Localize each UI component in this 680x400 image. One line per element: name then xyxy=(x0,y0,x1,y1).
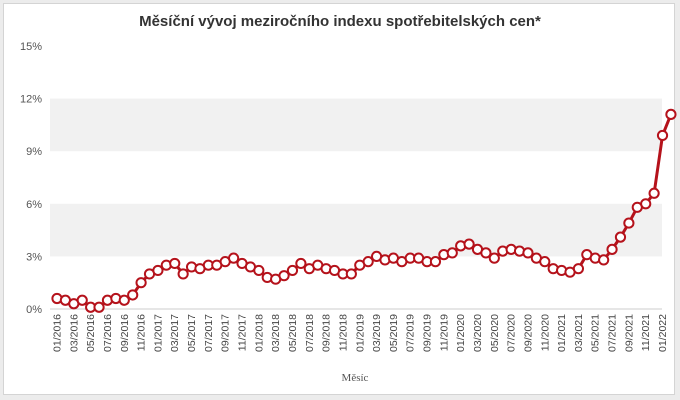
data-point[interactable] xyxy=(522,247,534,259)
x-axis-title: Měsíc xyxy=(342,372,369,384)
y-tick-label: 6% xyxy=(26,199,42,211)
data-point[interactable] xyxy=(539,256,551,268)
chart-bands xyxy=(50,98,662,257)
y-tick-label: 0% xyxy=(26,304,42,316)
data-point[interactable] xyxy=(345,268,357,280)
y-tick-label: 9% xyxy=(26,146,42,158)
data-point[interactable] xyxy=(429,256,442,268)
data-point[interactable] xyxy=(640,198,652,210)
data-point[interactable] xyxy=(127,289,139,301)
x-tick-label: 03/2016 xyxy=(68,314,80,352)
x-tick-label: 05/2020 xyxy=(489,314,501,352)
y-tick-label: 3% xyxy=(26,251,42,263)
data-point[interactable] xyxy=(362,256,374,268)
x-tick-label: 09/2019 xyxy=(422,314,434,352)
data-point[interactable] xyxy=(606,243,618,255)
data-point[interactable] xyxy=(135,277,147,289)
data-point[interactable] xyxy=(228,252,240,264)
x-tick-label: 09/2020 xyxy=(522,314,534,352)
x-tick-label: 01/2021 xyxy=(556,314,568,352)
data-point[interactable] xyxy=(93,301,105,313)
x-axis-labels: 01/2016 03/2016 05/2016 07/2016 09/2016 11/20… xyxy=(52,314,670,352)
chart-title: Měsíční vývoj meziročního indexu spotřeb… xyxy=(139,13,541,30)
data-point[interactable] xyxy=(295,257,307,270)
x-tick-label: 03/2018 xyxy=(270,314,282,352)
data-point[interactable] xyxy=(152,264,164,277)
x-tick-label: 05/2019 xyxy=(388,314,400,352)
x-tick-label: 03/2020 xyxy=(472,314,484,352)
x-tick-label: 05/2018 xyxy=(287,314,299,352)
data-point[interactable] xyxy=(286,264,299,277)
grid-band xyxy=(50,98,662,152)
x-tick-label: 01/2017 xyxy=(152,314,164,352)
x-tick-label: 11/2018 xyxy=(337,314,349,351)
x-tick-label: 03/2017 xyxy=(169,314,181,352)
data-point[interactable] xyxy=(614,231,627,243)
y-tick-label: 15% xyxy=(20,41,42,53)
x-tick-label: 07/2019 xyxy=(405,314,417,352)
data-point[interactable] xyxy=(623,217,635,229)
data-point[interactable] xyxy=(656,129,669,142)
data-point[interactable] xyxy=(76,294,88,306)
data-point[interactable] xyxy=(598,254,610,266)
data-point[interactable] xyxy=(648,187,660,199)
data-point[interactable] xyxy=(446,247,458,259)
x-tick-label: 05/2016 xyxy=(85,314,97,352)
data-point[interactable] xyxy=(278,270,290,282)
data-point[interactable] xyxy=(665,108,677,120)
data-point[interactable] xyxy=(169,257,181,270)
x-tick-label: 11/2017 xyxy=(237,314,249,351)
x-tick-label: 01/2016 xyxy=(52,314,64,352)
x-tick-label: 07/2018 xyxy=(304,314,316,352)
x-tick-label: 01/2019 xyxy=(354,314,366,352)
x-tick-label: 07/2021 xyxy=(607,314,619,352)
y-axis-labels: 0% 3% 6% 9% 12% 15% xyxy=(20,41,42,316)
x-tick-label: 11/2020 xyxy=(539,314,551,351)
chart-card xyxy=(3,3,675,395)
x-tick-label: 07/2017 xyxy=(203,314,215,352)
x-tick-label: 11/2021 xyxy=(640,314,652,351)
x-tick-label: 09/2018 xyxy=(321,314,333,352)
data-point[interactable] xyxy=(463,238,475,250)
series-markers xyxy=(51,108,677,313)
grid-band xyxy=(50,203,662,257)
data-point[interactable] xyxy=(253,264,265,277)
data-point[interactable] xyxy=(118,294,130,306)
x-tick-label: 09/2017 xyxy=(220,314,232,352)
data-point[interactable] xyxy=(177,268,189,280)
x-tick-label: 01/2022 xyxy=(657,314,669,352)
x-tick-label: 09/2021 xyxy=(623,314,635,352)
x-tick-label: 07/2016 xyxy=(102,314,114,352)
x-tick-label: 07/2020 xyxy=(506,314,518,352)
data-point[interactable] xyxy=(572,263,585,275)
x-tick-label: 03/2021 xyxy=(573,314,585,352)
data-point[interactable] xyxy=(480,247,492,259)
x-tick-label: 03/2019 xyxy=(371,314,383,352)
x-tick-label: 01/2020 xyxy=(455,314,467,352)
x-tick-label: 05/2021 xyxy=(590,314,602,352)
x-tick-label: 05/2017 xyxy=(186,314,198,352)
x-tick-label: 09/2016 xyxy=(119,314,131,352)
y-tick-label: 12% xyxy=(20,94,42,106)
data-point[interactable] xyxy=(488,252,500,264)
x-tick-label: 01/2018 xyxy=(253,314,265,352)
x-tick-label: 11/2016 xyxy=(136,314,148,351)
x-tick-label: 11/2019 xyxy=(438,314,450,351)
